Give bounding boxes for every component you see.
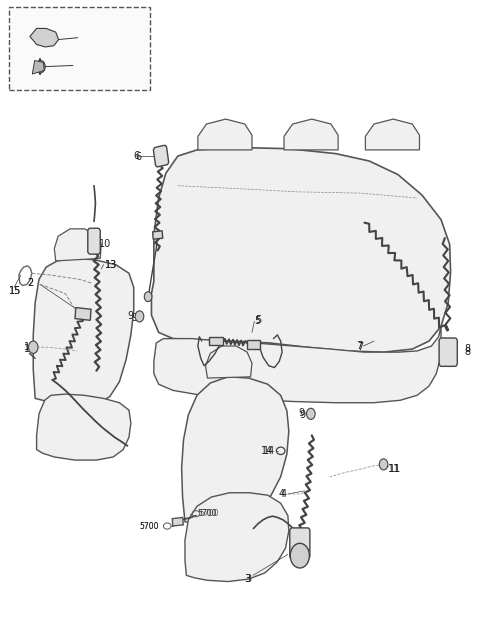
Text: 5: 5	[254, 316, 261, 326]
Polygon shape	[154, 326, 441, 403]
Text: 11: 11	[24, 344, 36, 354]
FancyBboxPatch shape	[439, 338, 457, 366]
Text: 14: 14	[263, 446, 275, 456]
Polygon shape	[54, 229, 101, 261]
Text: 9: 9	[128, 311, 134, 321]
Text: 11: 11	[388, 464, 401, 475]
Text: 12: 12	[81, 33, 93, 42]
Text: 9: 9	[131, 313, 137, 323]
Text: 2: 2	[27, 278, 33, 288]
Circle shape	[36, 61, 45, 73]
FancyBboxPatch shape	[9, 7, 151, 90]
Polygon shape	[205, 346, 252, 378]
Text: 2: 2	[27, 278, 33, 288]
FancyBboxPatch shape	[154, 145, 168, 167]
Bar	[247, 341, 260, 349]
Polygon shape	[185, 493, 289, 582]
Text: 15: 15	[9, 286, 22, 295]
Circle shape	[290, 543, 310, 568]
Text: 5700: 5700	[139, 522, 158, 530]
Polygon shape	[36, 394, 131, 460]
Polygon shape	[198, 119, 252, 150]
Bar	[75, 308, 91, 320]
FancyBboxPatch shape	[290, 528, 310, 559]
Polygon shape	[152, 148, 451, 352]
Polygon shape	[32, 61, 44, 74]
Text: 5700: 5700	[199, 509, 219, 519]
Circle shape	[135, 311, 144, 322]
Circle shape	[379, 459, 388, 470]
Text: 1: 1	[76, 61, 82, 70]
Text: 7: 7	[357, 342, 363, 352]
Text: 11: 11	[389, 464, 402, 475]
Polygon shape	[284, 119, 338, 150]
Text: 3: 3	[245, 574, 251, 584]
Text: 4: 4	[278, 489, 285, 499]
Bar	[209, 337, 223, 345]
Text: 13: 13	[105, 260, 117, 269]
Text: 10: 10	[99, 239, 111, 249]
Text: 7: 7	[356, 341, 362, 351]
Bar	[172, 517, 183, 526]
Text: 15: 15	[9, 286, 22, 295]
Text: 6: 6	[136, 151, 142, 162]
Polygon shape	[33, 258, 134, 407]
Circle shape	[307, 408, 315, 420]
Polygon shape	[365, 119, 420, 150]
Bar	[153, 231, 163, 239]
Text: 12: 12	[99, 30, 111, 40]
Text: 14: 14	[261, 446, 274, 456]
Text: 1: 1	[99, 54, 105, 64]
Text: 10: 10	[86, 239, 98, 249]
Text: 11: 11	[24, 342, 36, 352]
Text: 5: 5	[255, 315, 262, 325]
Text: 8: 8	[464, 344, 470, 354]
Circle shape	[144, 292, 152, 302]
FancyBboxPatch shape	[88, 228, 100, 254]
Text: 4: 4	[281, 489, 287, 499]
Text: 6: 6	[133, 151, 140, 161]
Text: 3: 3	[246, 574, 252, 584]
Polygon shape	[181, 377, 289, 525]
Polygon shape	[30, 28, 59, 47]
Text: 9: 9	[299, 408, 305, 418]
Text: 5700: 5700	[197, 509, 216, 519]
Text: 8: 8	[464, 347, 470, 357]
Text: (W/CHILD ANCHOR): (W/CHILD ANCHOR)	[35, 13, 125, 22]
Text: 13: 13	[105, 260, 117, 269]
Circle shape	[28, 341, 38, 353]
Text: 5700: 5700	[139, 522, 158, 530]
Text: 9: 9	[299, 410, 305, 420]
